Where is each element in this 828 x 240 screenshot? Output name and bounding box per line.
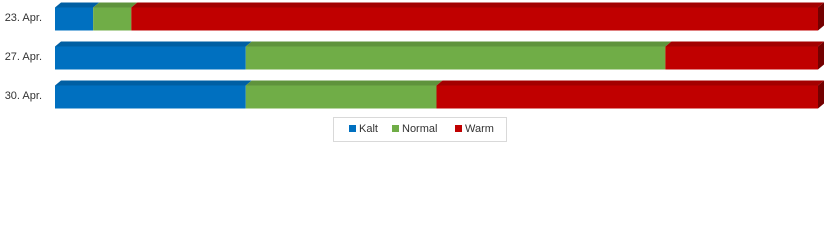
bar-segment — [55, 2, 100, 31]
bar-segment — [93, 2, 138, 31]
chart: 23. Apr. 27. Apr. 30. Apr. Kalt Normal Warm — [5, 2, 825, 142]
legend-label: Kalt — [359, 123, 378, 135]
bar-side — [818, 41, 824, 70]
bar-top — [55, 41, 252, 47]
legend-swatch — [455, 125, 462, 132]
legend-swatch — [349, 125, 356, 132]
bar-top — [245, 80, 443, 86]
bar-segment — [55, 80, 252, 109]
bar-top — [436, 80, 824, 86]
bar-front — [245, 46, 666, 70]
bar-segment — [55, 41, 252, 70]
legend-label: Normal — [402, 123, 437, 135]
legend: Kalt Normal Warm — [333, 117, 507, 142]
bar-top — [665, 41, 824, 47]
bar-side — [818, 2, 824, 31]
bar-segment — [245, 80, 443, 109]
bar-top — [131, 2, 825, 8]
bar-top — [245, 41, 672, 47]
y-tick-label: 23. Apr. — [5, 12, 42, 24]
y-tick-label: 27. Apr. — [5, 51, 42, 63]
bar-segment — [436, 80, 824, 109]
bar-front — [55, 46, 246, 70]
bar-segment — [665, 41, 824, 70]
bar-top — [55, 80, 252, 86]
bar-front — [55, 7, 94, 31]
bar-side — [818, 80, 824, 109]
legend-box — [333, 117, 507, 142]
bar-front — [245, 85, 437, 109]
bar-front — [55, 85, 246, 109]
y-tick-label: 30. Apr. — [5, 90, 42, 102]
legend-swatch — [392, 125, 399, 132]
bar-segment — [131, 2, 825, 31]
bar-front — [93, 7, 132, 31]
bar-segment — [245, 41, 672, 70]
bar-front — [131, 7, 819, 31]
bar-top — [93, 2, 138, 8]
bar-front — [436, 85, 818, 109]
bar-front — [665, 46, 818, 70]
bar-top — [55, 2, 100, 8]
legend-label: Warm — [465, 123, 494, 135]
